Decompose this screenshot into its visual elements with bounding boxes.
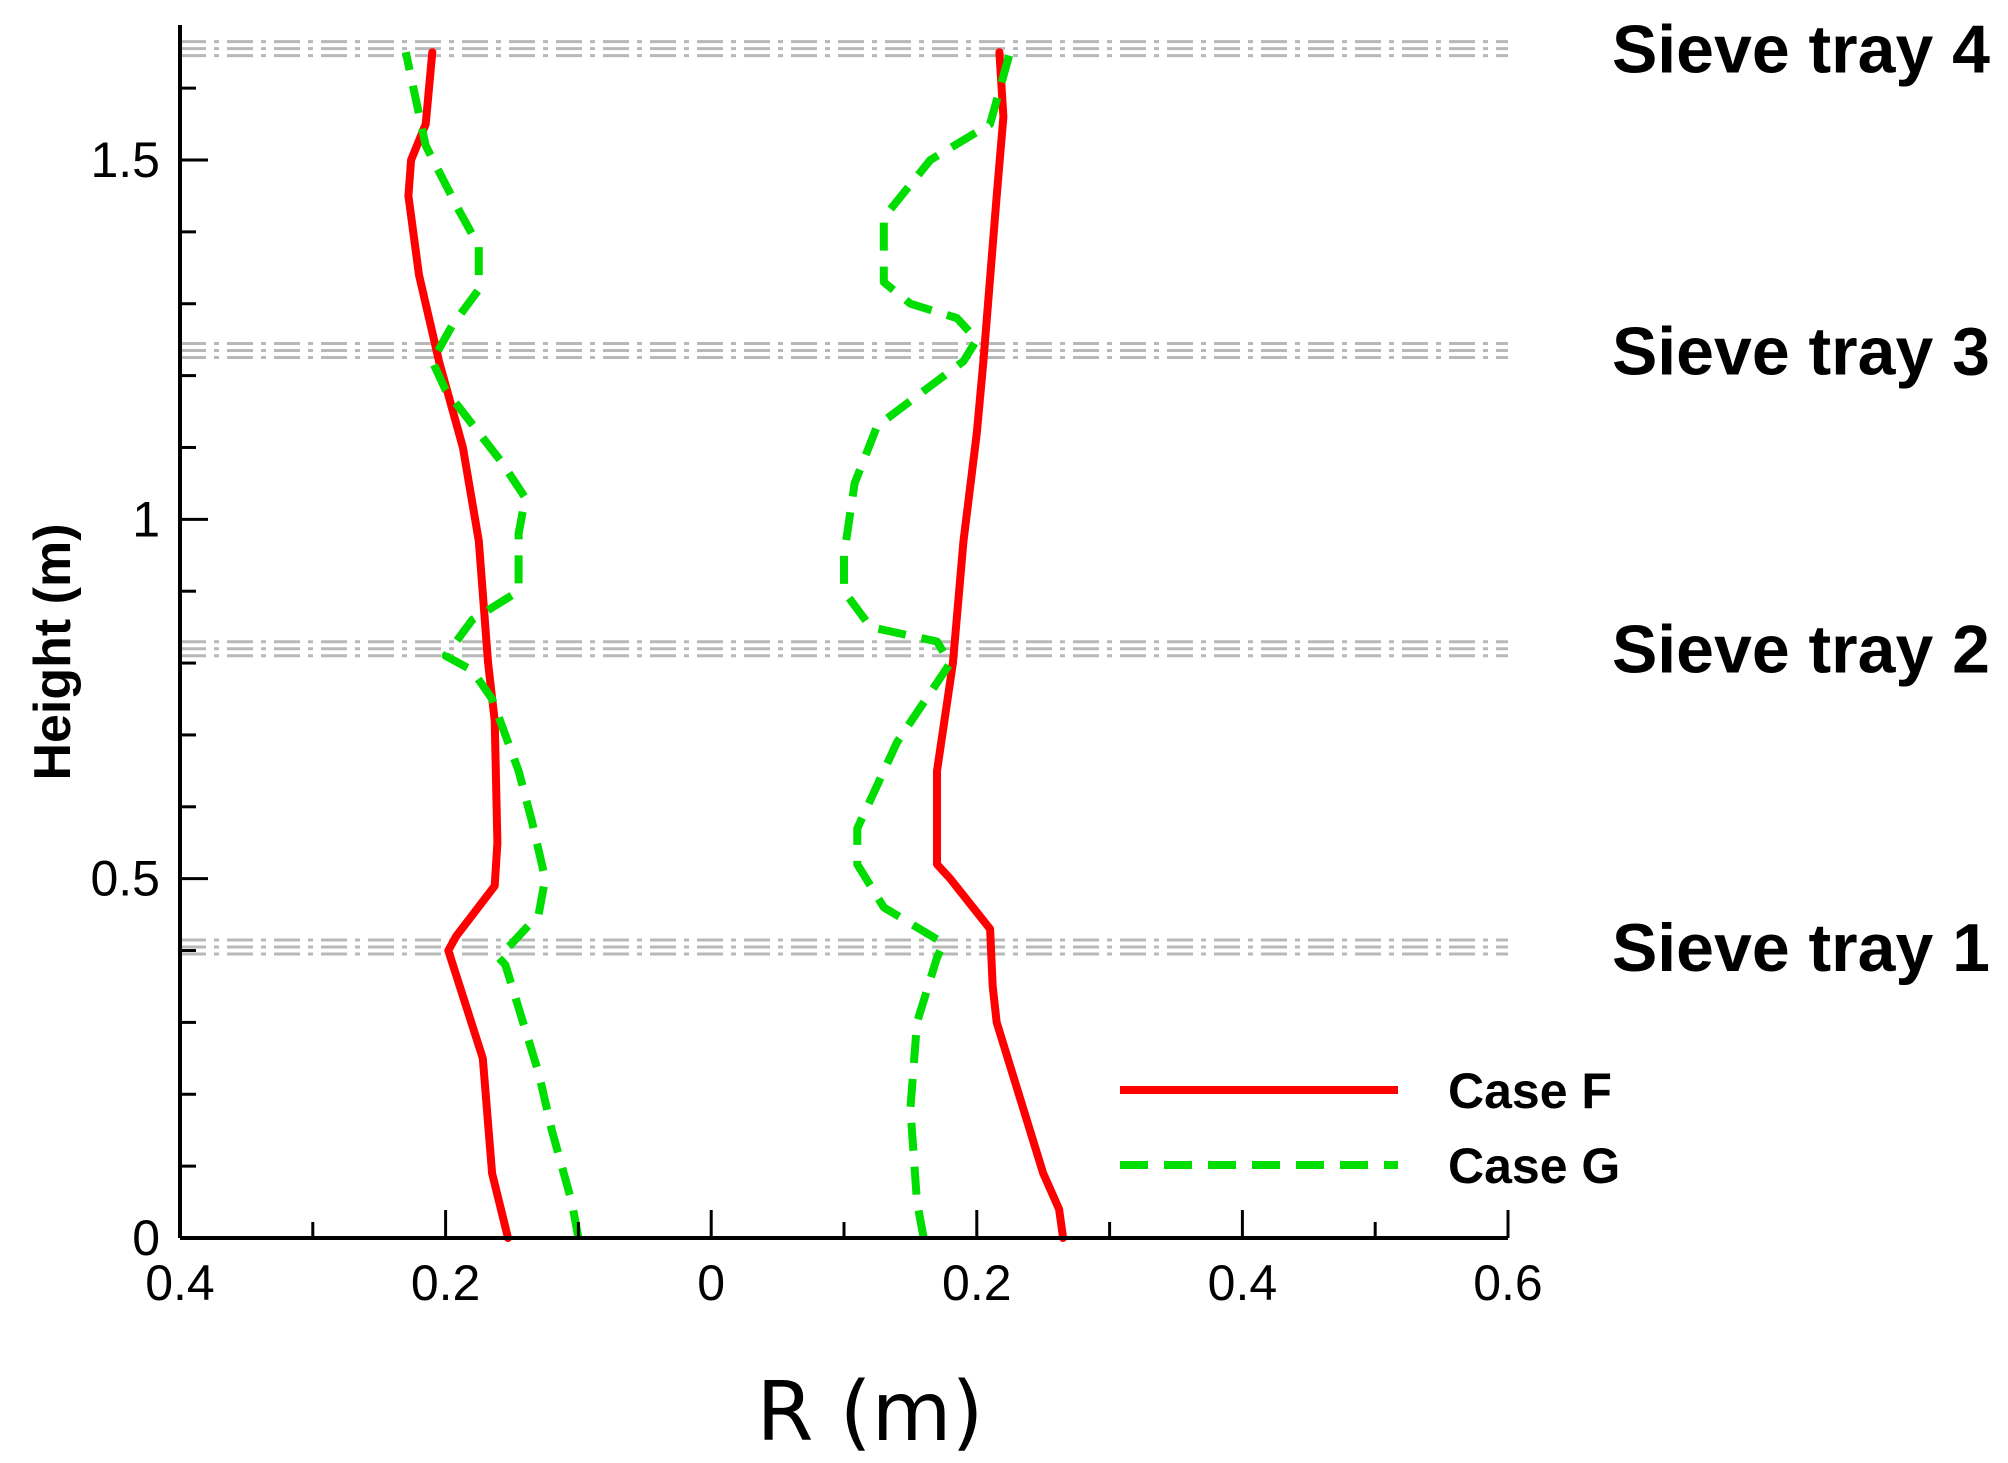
axes [178, 25, 1508, 1240]
x-tick-label: 0 [697, 1255, 725, 1311]
case-g-line-left [401, 51, 583, 1239]
x-tick-label: 0.4 [145, 1255, 215, 1311]
sieve-tray-labels: Sieve tray 1 Sieve tray 2 Sieve tray 3 Siev… [1612, 12, 1990, 986]
x-tick-label: 0.4 [1208, 1255, 1278, 1311]
x-tick-label: 0.2 [942, 1255, 1012, 1311]
x-tick-label: 0.6 [1473, 1255, 1543, 1311]
case-f-line-right [933, 48, 1068, 1242]
y-axis-title: Height (m) [24, 523, 82, 780]
y-tick-label: 1.5 [90, 132, 160, 188]
y-tick-label: 0 [132, 1210, 160, 1266]
sieve-tray-4-label: Sieve tray 4 [1612, 12, 1990, 88]
x-ticks: 0.4 0.2 0 0.2 0.4 0.6 [145, 1210, 1543, 1311]
y-ticks: 0 0.5 1 1.5 [90, 86, 208, 1266]
series-layer [401, 48, 1068, 1242]
y-tick-label: 0.5 [90, 851, 160, 907]
sieve-tray-1-label: Sieve tray 1 [1612, 910, 1990, 986]
legend: Case F Case G [1120, 1063, 1620, 1194]
case-f-line-left [404, 48, 512, 1242]
x-axis-title: R (m) [757, 1365, 984, 1460]
legend-label-case-g: Case G [1448, 1138, 1620, 1194]
y-tick-label: 1 [132, 491, 160, 547]
case-g-line-right [840, 51, 1014, 1239]
sieve-tray-3-label: Sieve tray 3 [1612, 313, 1990, 389]
x-tick-label: 0.2 [411, 1255, 481, 1311]
sieve-tray-2-label: Sieve tray 2 [1612, 612, 1990, 688]
legend-label-case-f: Case F [1448, 1063, 1612, 1119]
sieve-tray-lines [180, 40, 1508, 956]
